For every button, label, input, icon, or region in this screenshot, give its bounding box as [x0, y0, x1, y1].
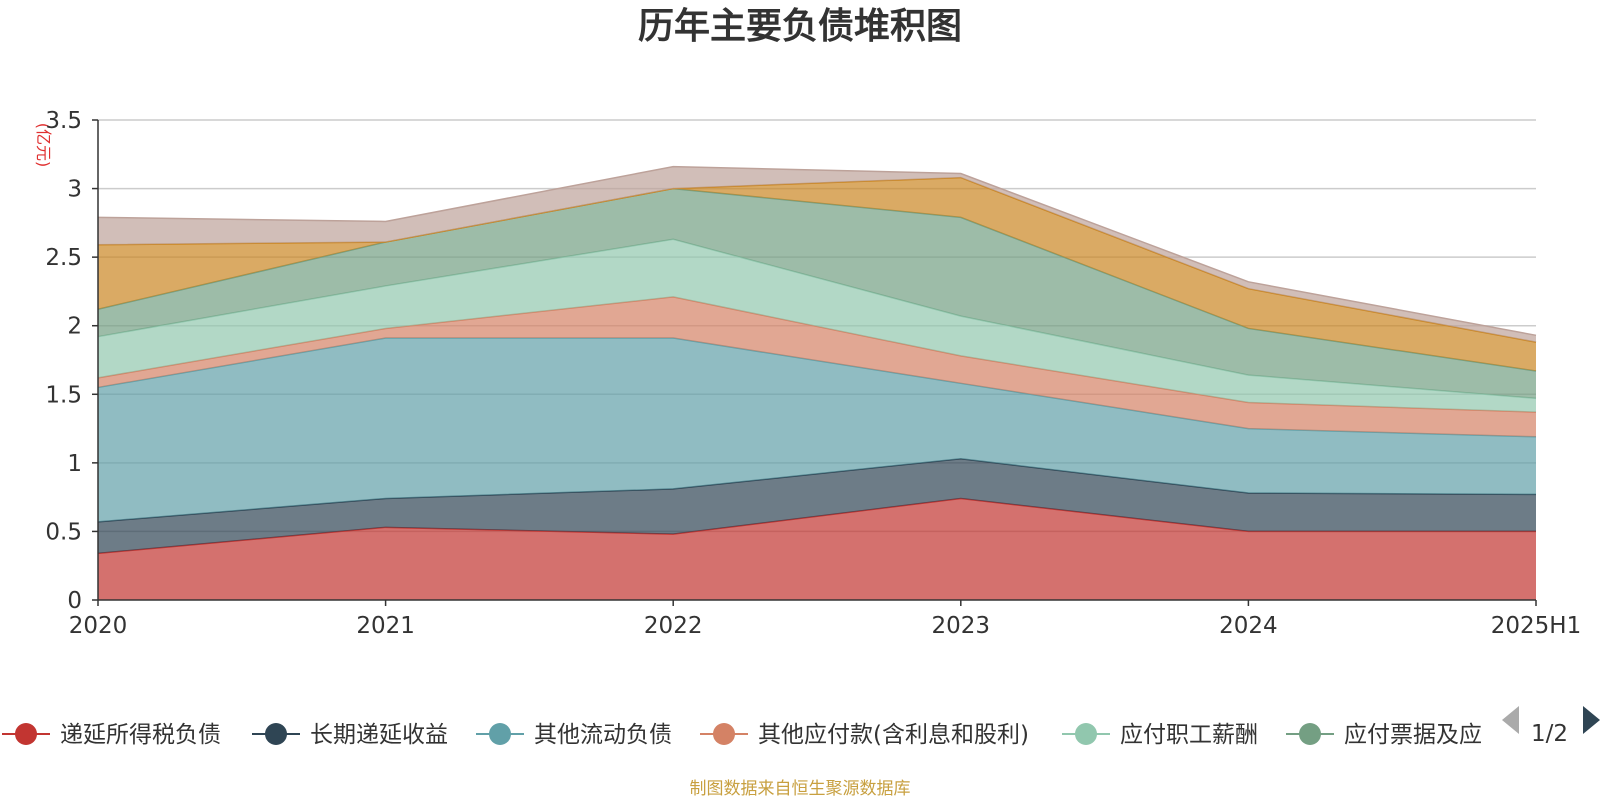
- legend-item[interactable]: 其他流动负债: [476, 722, 672, 748]
- legend-item[interactable]: 其他应付款(含利息和股利): [700, 722, 1029, 748]
- y-tick-label: 3: [67, 177, 82, 203]
- legend-marker: [15, 723, 37, 745]
- area-series-4: [98, 239, 1536, 413]
- legend-prev-page-icon[interactable]: [1502, 706, 1519, 734]
- legend-item[interactable]: 应付职工薪酬: [1062, 722, 1258, 748]
- area-series-1: [98, 458, 1536, 554]
- legend-item[interactable]: 长期递延收益: [252, 722, 448, 748]
- legend-page-indicator: 1/2: [1531, 721, 1568, 747]
- legend-label: 应付票据及应: [1344, 722, 1482, 748]
- legend-label: 长期递延收益: [310, 722, 448, 748]
- area-edge-7: [97, 165, 1537, 337]
- y-tick-label: 1: [67, 451, 82, 477]
- x-tick-label: 2021: [356, 613, 415, 639]
- y-tick-label: 1.5: [45, 382, 82, 408]
- legend-marker: [489, 723, 511, 745]
- x-tick-label: 2023: [932, 613, 991, 639]
- x-tick-label: 2025H1: [1491, 613, 1581, 639]
- y-tick-label: 0.5: [45, 519, 82, 545]
- legend-marker: [1299, 723, 1321, 745]
- data-source-note: 制图数据来自恒生聚源数据库: [690, 779, 911, 799]
- area-series-7: [98, 166, 1536, 343]
- y-tick-label: 2.5: [45, 245, 82, 271]
- x-axis-tick-labels: 2020 2021 2022 2023 2024 2025H1: [69, 613, 1582, 639]
- legend-label: 应付职工薪酬: [1120, 722, 1258, 748]
- legend-marker: [265, 723, 287, 745]
- axes: [92, 119, 1537, 606]
- legend-marker: [713, 723, 735, 745]
- stacked-areas: [97, 165, 1537, 600]
- legend-label: 其他应付款(含利息和股利): [758, 722, 1029, 748]
- area-series-5: [98, 188, 1536, 399]
- legend-next-page-icon[interactable]: [1583, 706, 1600, 734]
- x-tick-label: 2024: [1219, 613, 1278, 639]
- area-series-3: [98, 296, 1536, 437]
- y-axis-unit: (亿元): [34, 123, 53, 168]
- legend-item[interactable]: 递延所得税负债: [2, 722, 221, 748]
- x-tick-label: 2020: [69, 613, 128, 639]
- y-tick-label: 2: [67, 314, 82, 340]
- area-series-2: [98, 338, 1536, 522]
- x-tick-label: 2022: [644, 613, 703, 639]
- chart-title: 历年主要负债堆积图: [638, 6, 962, 47]
- y-tick-label: 3.5: [45, 108, 82, 134]
- legend-item[interactable]: 应付票据及应: [1286, 722, 1482, 748]
- y-tick-label: 0: [67, 588, 82, 614]
- legend: 递延所得税负债 长期递延收益 其他流动负债 其他应付款(含利息和股利) 应付职工薪酬 应付…: [2, 722, 1482, 748]
- y-axis-tick-labels: 0 0.5 1 1.5 2 2.5 3 3.5: [45, 108, 82, 614]
- legend-marker: [1075, 723, 1097, 745]
- legend-label: 递延所得税负债: [60, 722, 221, 748]
- legend-label: 其他流动负债: [534, 722, 672, 748]
